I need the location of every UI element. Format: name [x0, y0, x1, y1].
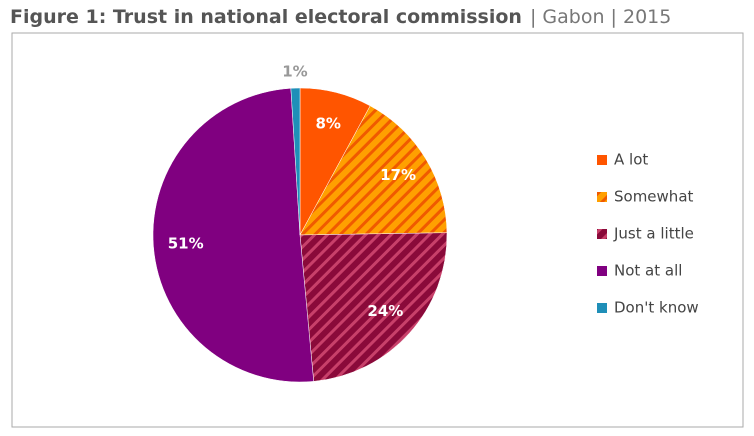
- legend-label: Somewhat: [614, 188, 694, 206]
- pie-slice: [290, 87, 301, 236]
- pie-slice: [299, 105, 448, 236]
- legend-swatch: [597, 266, 607, 276]
- data-label: 8%: [316, 114, 341, 132]
- chart-title: Figure 1: Trust in national electoral co…: [10, 6, 671, 28]
- legend-swatch: [597, 192, 607, 202]
- legend-swatch: [597, 229, 607, 239]
- title-text: Figure 1: Trust in national electoral co…: [10, 6, 522, 28]
- legend-label: Not at all: [614, 262, 682, 280]
- data-label: 51%: [168, 234, 204, 252]
- data-label: 24%: [367, 302, 403, 320]
- legend-label: Just a little: [613, 225, 694, 243]
- data-label: 17%: [380, 166, 416, 184]
- legend-swatch: [597, 303, 607, 313]
- chart-border: [11, 32, 744, 428]
- pie-slice: [152, 88, 314, 383]
- data-label: 1%: [282, 63, 307, 81]
- subtitle-text: | Gabon | 2015: [530, 6, 671, 28]
- legend-label: Don't know: [614, 299, 699, 317]
- legend-swatch: [597, 155, 607, 165]
- legend-label: A lot: [614, 151, 648, 169]
- pie-slice: [299, 232, 448, 382]
